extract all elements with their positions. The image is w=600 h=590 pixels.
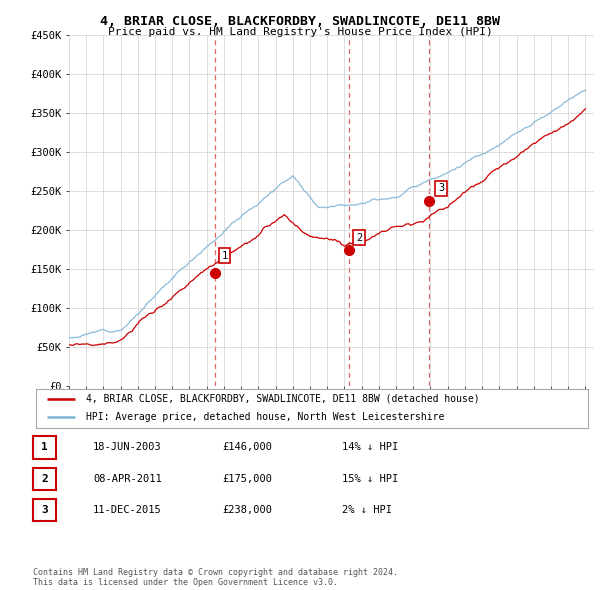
Text: £238,000: £238,000 [222, 505, 272, 515]
Text: 4, BRIAR CLOSE, BLACKFORDBY, SWADLINCOTE, DE11 8BW: 4, BRIAR CLOSE, BLACKFORDBY, SWADLINCOTE… [100, 15, 500, 28]
Text: 15% ↓ HPI: 15% ↓ HPI [342, 474, 398, 484]
Text: 18-JUN-2003: 18-JUN-2003 [93, 442, 162, 453]
Text: 3: 3 [438, 183, 444, 194]
Text: 08-APR-2011: 08-APR-2011 [93, 474, 162, 484]
Text: 11-DEC-2015: 11-DEC-2015 [93, 505, 162, 515]
Text: £146,000: £146,000 [222, 442, 272, 453]
Text: 4, BRIAR CLOSE, BLACKFORDBY, SWADLINCOTE, DE11 8BW (detached house): 4, BRIAR CLOSE, BLACKFORDBY, SWADLINCOTE… [86, 394, 479, 404]
Text: 2: 2 [356, 232, 362, 242]
Text: 3: 3 [41, 505, 48, 515]
Text: 14% ↓ HPI: 14% ↓ HPI [342, 442, 398, 453]
Text: 2: 2 [41, 474, 48, 484]
Text: 2% ↓ HPI: 2% ↓ HPI [342, 505, 392, 515]
Text: Contains HM Land Registry data © Crown copyright and database right 2024.
This d: Contains HM Land Registry data © Crown c… [33, 568, 398, 587]
Text: £175,000: £175,000 [222, 474, 272, 484]
Text: 1: 1 [221, 251, 228, 261]
Text: HPI: Average price, detached house, North West Leicestershire: HPI: Average price, detached house, Nort… [86, 412, 444, 422]
Text: Price paid vs. HM Land Registry's House Price Index (HPI): Price paid vs. HM Land Registry's House … [107, 27, 493, 37]
Text: 1: 1 [41, 442, 48, 453]
